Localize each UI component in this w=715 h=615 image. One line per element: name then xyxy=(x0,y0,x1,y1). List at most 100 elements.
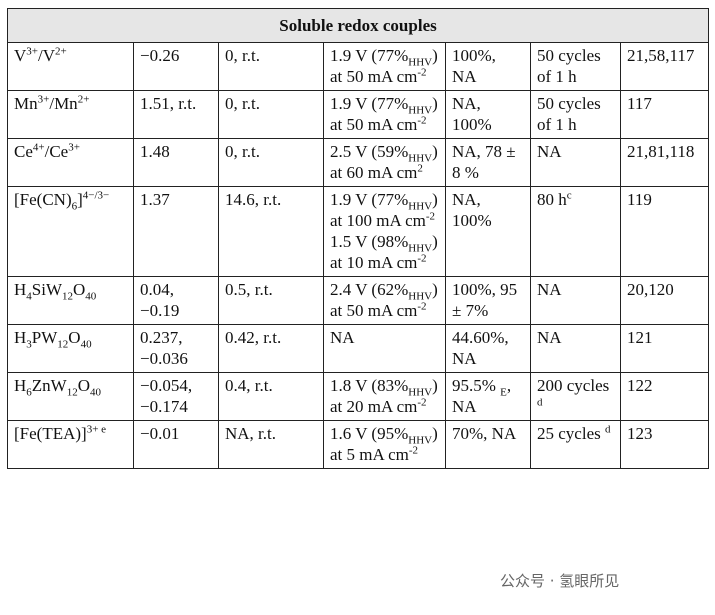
cell-paragraph: 25 cycles d xyxy=(537,423,614,444)
cell-text: 0.5, r.t. xyxy=(225,280,273,299)
cell-paragraph: 1.5 V (98%HHV) at 10 mA cm-2 xyxy=(330,231,439,273)
subscript: 12 xyxy=(57,338,69,351)
cell-paragraph: 123 xyxy=(627,423,702,444)
cell-paragraph: 100%, 95 ± 7% xyxy=(452,279,524,321)
cell-text: 0.237, −0.036 xyxy=(140,328,188,368)
cell-paragraph: 50 cycles of 1 h xyxy=(537,93,614,135)
cell-text: −0.01 xyxy=(140,424,180,443)
cell-text: 119 xyxy=(627,190,652,209)
subscript: HHV xyxy=(408,152,433,165)
cell-text: 123 xyxy=(627,424,653,443)
cell-text: SiW xyxy=(31,280,63,299)
table-row: H6ZnW12O40 −0.054, −0.174 0.4, r.t. 1.8 V (… xyxy=(7,372,710,421)
superscript: d xyxy=(604,423,611,436)
cell-paragraph: 0.42, r.t. xyxy=(225,327,317,348)
subscript: E xyxy=(500,386,507,399)
cell-paragraph: 0, r.t. xyxy=(225,45,317,66)
cell-paragraph: 0.237, −0.036 xyxy=(140,327,212,369)
cell-paragraph: 1.6 V (95%HHV) at 5 mA cm-2 xyxy=(330,423,439,465)
cell-text: NA xyxy=(537,280,562,299)
cell-text: 44.60%, NA xyxy=(452,328,509,368)
superscript: 3+ xyxy=(26,45,38,58)
table-cell: NA, 100% xyxy=(445,90,531,139)
cell-paragraph: 21,58,117 xyxy=(627,45,702,66)
table-cell: H4SiW12O40 xyxy=(7,276,134,325)
cell-paragraph: −0.01 xyxy=(140,423,212,444)
cell-paragraph: H3PW12O40 xyxy=(14,327,127,351)
table-row: H3PW12O40 0.237, −0.036 0.42, r.t. NA 44.60%… xyxy=(7,324,710,373)
cell-text: 1.5 V (98% xyxy=(330,232,409,251)
table-cell: NA, 78 ± 8 % xyxy=(445,138,531,187)
cell-text: NA, r.t. xyxy=(225,424,276,443)
table-cell: 2.4 V (62%HHV) at 50 mA cm-2 xyxy=(323,276,446,325)
superscript: 3+ e xyxy=(86,423,107,436)
table-cell: 0, r.t. xyxy=(218,42,324,91)
superscript: -2 xyxy=(425,210,436,223)
cell-paragraph: 95.5% E, NA xyxy=(452,375,524,417)
cell-text: ) at 50 mA cm xyxy=(330,94,438,134)
cell-text: 50 cycles of 1 h xyxy=(537,94,601,134)
cell-text: ) at 60 mA cm xyxy=(330,142,438,182)
cell-paragraph: 200 cycles d xyxy=(537,375,614,417)
table-cell: NA, 100% xyxy=(445,186,531,277)
cell-text: 0, r.t. xyxy=(225,46,260,65)
cell-text: /Mn xyxy=(49,94,78,113)
cell-paragraph: 50 cycles of 1 h xyxy=(537,45,614,87)
subscript: HHV xyxy=(408,386,433,399)
cell-paragraph: 119 xyxy=(627,189,702,210)
cell-text: O xyxy=(73,280,86,299)
subscript: 6 xyxy=(71,200,78,213)
table-cell: 1.6 V (95%HHV) at 5 mA cm-2 xyxy=(323,420,446,469)
cell-text: /V xyxy=(38,46,55,65)
cell-paragraph: 80 hc xyxy=(537,189,614,210)
cell-text: NA, 100% xyxy=(452,94,492,134)
table-cell: H3PW12O40 xyxy=(7,324,134,373)
table: Soluble redox couples V3+/V2+ −0.26 0, r.t… xyxy=(6,8,710,469)
superscript: 3+ xyxy=(37,93,50,106)
cell-paragraph: [Fe(CN)6]4−/3− xyxy=(14,189,127,213)
table-cell: V3+/V2+ xyxy=(7,42,134,91)
subscript: 40 xyxy=(90,386,101,399)
subscript: HHV xyxy=(408,290,433,303)
cell-paragraph: Mn3+/Mn2+ xyxy=(14,93,127,114)
table-cell: 44.60%, NA xyxy=(445,324,531,373)
cell-text: O xyxy=(68,328,81,347)
cell-text: 1.9 V (77% xyxy=(330,46,409,65)
superscript: 2+ xyxy=(77,93,90,106)
cell-text: Mn xyxy=(14,94,38,113)
cell-text: NA xyxy=(330,328,355,347)
subscript: 40 xyxy=(80,338,92,351)
superscript: -2 xyxy=(417,252,427,265)
table-row: H4SiW12O40 0.04, −0.19 0.5, r.t. 2.4 V (62%… xyxy=(7,276,710,325)
superscript: -2 xyxy=(417,396,427,409)
cell-paragraph: NA, 100% xyxy=(452,189,524,231)
cell-text: 95.5% xyxy=(452,376,501,395)
cell-text: 122 xyxy=(627,376,653,395)
superscript: -2 xyxy=(408,444,419,457)
cell-paragraph: −0.26 xyxy=(140,45,212,66)
cell-text: 1.48 xyxy=(140,142,170,161)
cell-paragraph: 1.8 V (83%HHV) at 20 mA cm-2 xyxy=(330,375,439,417)
cell-text: −0.054, −0.174 xyxy=(140,376,193,416)
table-cell: −0.26 xyxy=(133,42,219,91)
cell-paragraph: NA xyxy=(537,279,614,300)
table-cell: 1.48 xyxy=(133,138,219,187)
cell-text: 20,120 xyxy=(627,280,674,299)
table-cell: 0.04, −0.19 xyxy=(133,276,219,325)
cell-text: 1.6 V (95% xyxy=(330,424,409,443)
cell-text: 2.4 V (62% xyxy=(330,280,409,299)
cell-paragraph: −0.054, −0.174 xyxy=(140,375,212,417)
table-cell: 1.9 V (77%HHV) at 50 mA cm-2 xyxy=(323,42,446,91)
cell-paragraph: NA xyxy=(537,327,614,348)
table-cell: 1.9 V (77%HHV) at 100 mA cm-2 1.5 V (98%H… xyxy=(323,186,446,277)
table-cell: [Fe(TEA)]3+ e xyxy=(7,420,134,469)
cell-paragraph: 1.9 V (77%HHV) at 50 mA cm-2 xyxy=(330,93,439,135)
table-cell: NA xyxy=(530,324,621,373)
cell-paragraph: 0, r.t. xyxy=(225,141,317,162)
watermark: 公众号 · 氢眼所见 xyxy=(500,572,620,590)
superscript: -2 xyxy=(417,300,427,313)
cell-text: 1.37 xyxy=(140,190,170,209)
cell-text: 70%, NA xyxy=(452,424,517,443)
cell-text: , NA xyxy=(452,376,512,416)
